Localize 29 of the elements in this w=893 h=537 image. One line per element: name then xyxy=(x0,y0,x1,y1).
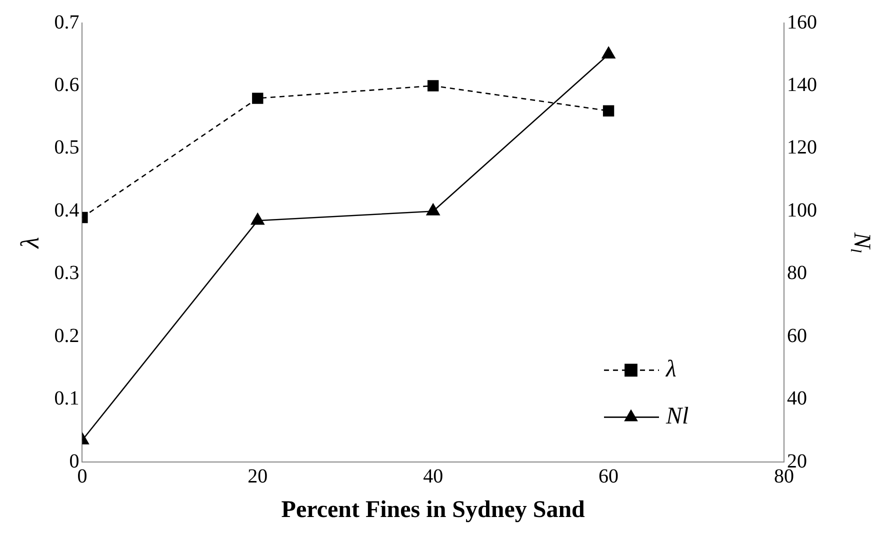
y-tick-label: 0.5 xyxy=(54,136,80,159)
y-tick-label: 0.2 xyxy=(54,324,80,347)
y2-tick-label: 60 xyxy=(787,324,807,347)
legend-label: λ xyxy=(665,356,676,383)
y2-tick-label: 40 xyxy=(787,388,807,410)
y-axis-title: λ xyxy=(15,236,44,250)
y2-tick-label: 160 xyxy=(787,11,817,34)
y2-tick-label: 120 xyxy=(787,136,817,159)
y2-axis-title: Nl xyxy=(847,232,875,253)
y2-tick-label: 140 xyxy=(787,74,817,96)
point xyxy=(426,204,440,216)
point xyxy=(428,80,439,92)
y2-tick-label: 100 xyxy=(787,199,817,222)
point xyxy=(250,212,264,225)
x-tick-label: 20 xyxy=(248,465,268,488)
y-tick-label: 0.1 xyxy=(54,388,80,410)
y-tick-label: 0.7 xyxy=(54,11,80,34)
point xyxy=(602,46,616,59)
legend-label: Nl xyxy=(665,404,690,430)
y-tick-label: 0 xyxy=(69,450,80,472)
point xyxy=(602,105,614,116)
x-tick-label: 60 xyxy=(598,465,619,488)
x-tick-label: 40 xyxy=(423,465,444,488)
y-tick-label: 0.4 xyxy=(54,199,80,222)
x-axis-title: Percent Fines in Sydney Sand xyxy=(281,496,586,523)
y-tick-label: 0.3 xyxy=(54,262,80,284)
point xyxy=(252,92,264,104)
y-tick-label: 0.6 xyxy=(54,74,80,96)
y2-tick-label: 80 xyxy=(787,262,807,284)
